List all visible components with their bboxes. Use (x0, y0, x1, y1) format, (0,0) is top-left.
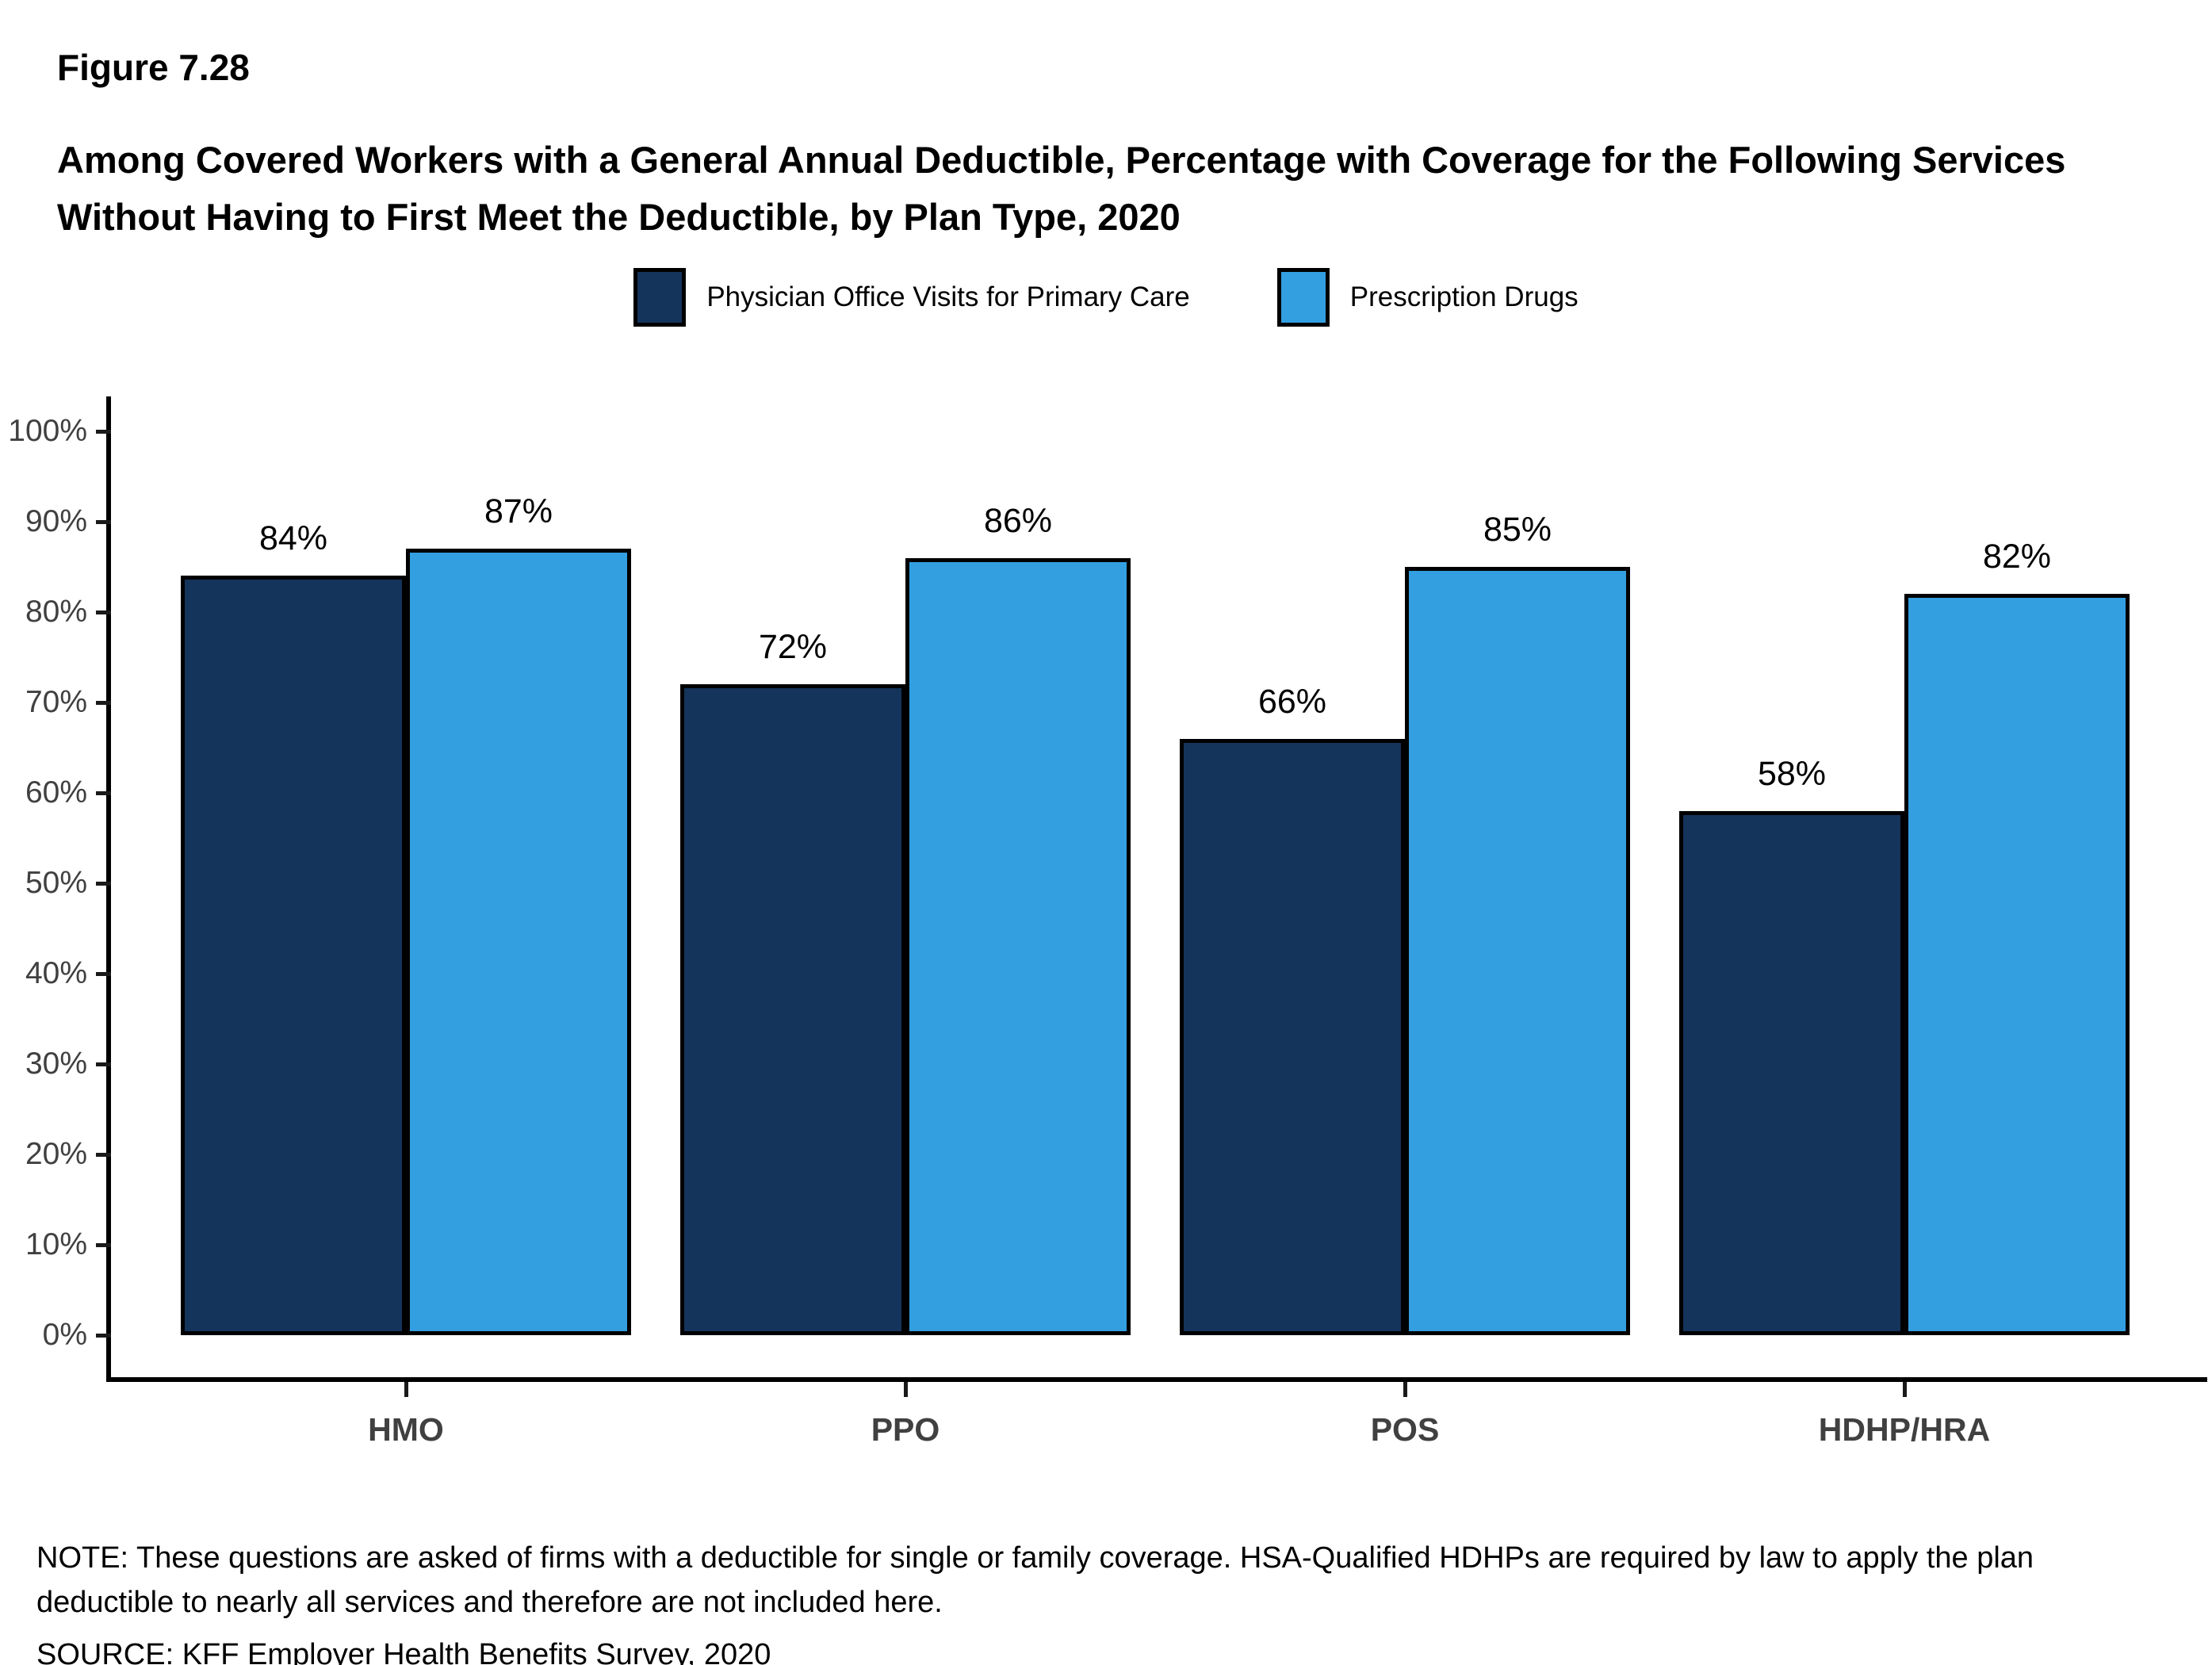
x-tick (1403, 1382, 1407, 1397)
x-tick (404, 1382, 408, 1397)
y-tick-label: 60% (25, 775, 87, 810)
y-tick-label: 70% (25, 685, 87, 719)
y-tick (96, 520, 111, 524)
y-tick (96, 882, 111, 886)
bar-group: 84% 87% (181, 431, 631, 1335)
bar-value-label: 84% (258, 519, 328, 557)
y-tick (96, 972, 111, 976)
legend-label: Prescription Drugs (1349, 281, 1579, 312)
y-tick-label: 80% (25, 595, 87, 629)
source-text: SOURCE: KFF Employer Health Benefits Sur… (36, 1637, 771, 1665)
y-tick (96, 1062, 111, 1066)
y-tick (96, 610, 111, 614)
x-category-label: PPO (871, 1411, 940, 1448)
y-tick-label: 30% (25, 1047, 87, 1081)
bar (905, 558, 1131, 1335)
y-tick (96, 791, 111, 795)
y-tick-label: 90% (25, 504, 87, 538)
y-tick-label: 40% (25, 956, 87, 990)
y-tick-label: 20% (25, 1137, 87, 1171)
y-tick-label: 100% (8, 414, 87, 448)
x-tick (1903, 1382, 1907, 1397)
bar-value-label: 58% (1757, 755, 1827, 793)
y-tick (96, 1334, 111, 1338)
y-tick-label: 0% (42, 1318, 87, 1352)
x-axis-line (106, 1377, 2207, 1382)
bar (680, 684, 905, 1335)
x-category-label: POS (1370, 1411, 1440, 1448)
legend-swatch (1276, 268, 1330, 327)
legend-item: Prescription Drugs (1276, 268, 1579, 327)
bar (1405, 567, 1630, 1335)
legend-item: Physician Office Visits for Primary Care (633, 268, 1190, 327)
bar-value-label: 72% (758, 628, 828, 666)
y-tick (96, 430, 111, 434)
plot-area: 84% 87% 72% 86% 66% 85% 58% 82% (0, 431, 2212, 1335)
y-tick (96, 1243, 111, 1247)
x-tick (904, 1382, 908, 1397)
bar (1180, 739, 1405, 1335)
figure-number: Figure 7.28 (57, 47, 250, 88)
bar-value-label: 66% (1257, 683, 1327, 721)
bar-value-label: 85% (1483, 511, 1552, 549)
figure-notes: NOTE: These questions are asked of firms… (36, 1537, 2177, 1665)
bar-group: 66% 85% (1180, 431, 1630, 1335)
figure-title: Among Covered Workers with a General Ann… (57, 139, 2066, 238)
bar (1679, 811, 1904, 1335)
y-tick-label: 10% (25, 1227, 87, 1261)
legend-label: Physician Office Visits for Primary Care (706, 281, 1190, 312)
bar-value-label: 82% (1982, 538, 2052, 576)
y-tick-label: 50% (25, 866, 87, 900)
legend-swatch (633, 268, 687, 327)
bar (406, 549, 631, 1335)
x-category-label: HDHP/HRA (1818, 1411, 1991, 1448)
note-text: NOTE: These questions are asked of firms… (36, 1541, 2034, 1619)
bar-group: 58% 82% (1679, 431, 2130, 1335)
chart-legend: Physician Office Visits for Primary Care… (0, 268, 2212, 327)
figure-header: Figure 7.28 Among Covered Workers with a… (57, 49, 2166, 246)
bar-value-label: 86% (983, 502, 1053, 540)
y-axis-line (106, 396, 111, 1382)
bar (1904, 594, 2130, 1335)
y-tick (96, 1153, 111, 1157)
bar-group: 72% 86% (680, 431, 1131, 1335)
bar-value-label: 87% (484, 492, 553, 530)
bar-chart: 0% 10% 20% 30% 40% 50% 60% 70% 80% 90% 100% 84% 87%… (0, 381, 2212, 1459)
x-category-label: HMO (368, 1411, 444, 1448)
y-tick (96, 701, 111, 705)
bar (181, 576, 406, 1335)
